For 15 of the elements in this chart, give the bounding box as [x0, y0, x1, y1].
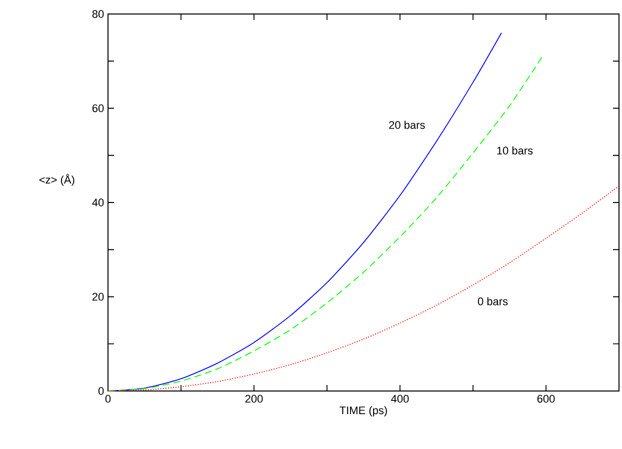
- y-tick-label: 40: [92, 198, 104, 206]
- x-tick-label: 0: [105, 394, 111, 403]
- y-tick-label: 80: [92, 10, 104, 18]
- series-label: 20 bars: [389, 120, 425, 129]
- y-tick-label: 60: [92, 104, 104, 112]
- x-tick-label: 600: [537, 394, 555, 403]
- series-label: 0 bars: [478, 297, 508, 306]
- y-tick-label: 20: [92, 292, 104, 301]
- y-tick-label: 0: [98, 387, 104, 395]
- x-tick-label: 400: [391, 394, 409, 403]
- x-axis-title: TIME (ps): [340, 406, 387, 416]
- x-tick-label: 200: [245, 394, 263, 403]
- line-series: [108, 186, 620, 392]
- series-label: 10 bars: [497, 146, 533, 155]
- y-axis-title: <z> (Å): [39, 174, 74, 186]
